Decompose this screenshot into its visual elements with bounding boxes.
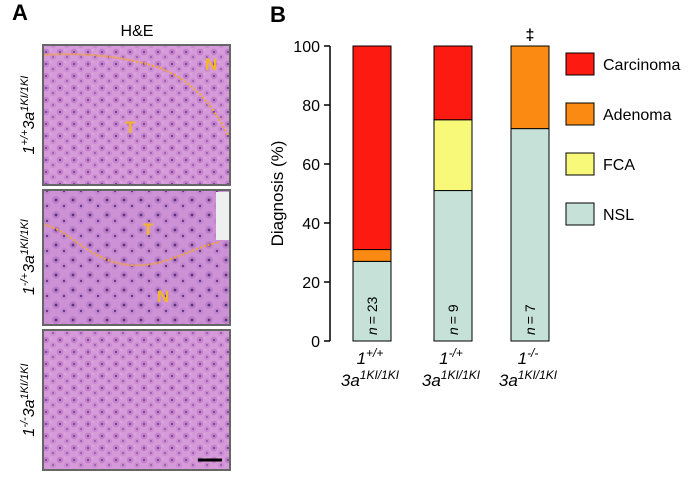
region-label: T bbox=[125, 118, 136, 137]
y-axis-label: Diagnosis (%) bbox=[268, 141, 287, 247]
gene: 1 bbox=[21, 286, 38, 295]
tissue-gap bbox=[216, 192, 229, 240]
bar-segment bbox=[510, 45, 550, 130]
gene: 1 bbox=[357, 349, 366, 368]
gene: 3a bbox=[21, 399, 38, 417]
superscript: -/+ bbox=[449, 346, 463, 360]
bar-segment bbox=[433, 45, 473, 121]
bar-segment bbox=[433, 119, 473, 192]
legend-swatch bbox=[565, 102, 595, 126]
superscript: +/+ bbox=[19, 129, 31, 145]
histology-image bbox=[42, 189, 231, 326]
legend-swatch bbox=[565, 52, 595, 76]
significance-mark: ‡ bbox=[526, 27, 535, 44]
superscript: -/- bbox=[527, 346, 538, 360]
superscript: 1KI/1KI bbox=[19, 76, 31, 112]
x-tick-label: 1-/+ bbox=[439, 346, 463, 368]
gene: 1 bbox=[518, 349, 527, 368]
boundary-line bbox=[44, 53, 229, 136]
panel-label: A bbox=[12, 0, 28, 25]
legend-label: FCA bbox=[603, 157, 635, 174]
superscript: 1KI/1KI bbox=[360, 368, 400, 382]
gene: 3a bbox=[499, 371, 518, 390]
x-tick-label: 1+/+ bbox=[357, 346, 384, 368]
x-tick-label: 1-/- bbox=[518, 346, 539, 368]
genotype-label: 1-/+3a1KI/1KI bbox=[19, 219, 38, 295]
y-tick-label: 20 bbox=[302, 275, 320, 292]
n-label: n = 23 bbox=[364, 296, 380, 335]
gene: 3a bbox=[21, 112, 38, 130]
panel-label: B bbox=[270, 2, 286, 27]
bar-segment bbox=[433, 190, 473, 342]
superscript: +/+ bbox=[366, 346, 383, 360]
n-label: n = 7 bbox=[522, 304, 538, 335]
genotype-label: 1-/-3a1KI/1KI bbox=[19, 363, 38, 436]
gene: 3a bbox=[21, 255, 38, 273]
n-value: = 23 bbox=[364, 296, 380, 324]
bar-segment bbox=[510, 128, 550, 342]
n-value: = 9 bbox=[445, 304, 461, 324]
gene: 1 bbox=[21, 428, 38, 437]
gene: 3a bbox=[422, 371, 441, 390]
histology-image bbox=[42, 329, 231, 471]
n-label: n = 9 bbox=[445, 304, 461, 335]
legend-swatch bbox=[565, 202, 595, 226]
legend-swatch bbox=[565, 152, 595, 176]
gene: 1 bbox=[439, 349, 448, 368]
stain-label: H&E bbox=[121, 23, 154, 40]
bar-segment bbox=[352, 249, 392, 262]
n-symbol: n bbox=[522, 327, 538, 335]
gene: 1 bbox=[21, 145, 38, 154]
region-label: N bbox=[205, 55, 217, 74]
x-tick-label: 3a1KI/1KI bbox=[341, 368, 400, 390]
x-tick-label: 3a1KI/1KI bbox=[499, 368, 558, 390]
n-value: = 7 bbox=[522, 304, 538, 324]
n-symbol: n bbox=[364, 327, 380, 335]
superscript: 1KI/1KI bbox=[19, 219, 31, 255]
y-tick-label: 40 bbox=[302, 216, 320, 233]
region-label: T bbox=[143, 220, 154, 239]
y-tick-label: 60 bbox=[302, 157, 320, 174]
bar-segment bbox=[352, 260, 392, 342]
superscript: -/- bbox=[19, 417, 31, 428]
y-tick-label: 80 bbox=[302, 98, 320, 115]
genotype-label: 1+/+3a1KI/1KI bbox=[19, 76, 38, 155]
gene: 3a bbox=[341, 371, 360, 390]
histology-image bbox=[42, 44, 231, 186]
y-tick-label: 0 bbox=[311, 334, 320, 351]
superscript: 1KI/1KI bbox=[518, 368, 558, 382]
x-tick-label: 3a1KI/1KI bbox=[422, 368, 481, 390]
n-symbol: n bbox=[445, 327, 461, 335]
region-label: N bbox=[157, 287, 169, 306]
superscript: 1KI/1KI bbox=[441, 368, 481, 382]
superscript: -/+ bbox=[19, 272, 31, 286]
legend-label: Carcinoma bbox=[603, 57, 680, 74]
superscript: 1KI/1KI bbox=[19, 363, 31, 399]
legend-label: Adenoma bbox=[603, 107, 672, 124]
y-tick-label: 100 bbox=[293, 39, 320, 56]
legend-label: NSL bbox=[603, 207, 634, 224]
bar-segment bbox=[352, 45, 392, 251]
